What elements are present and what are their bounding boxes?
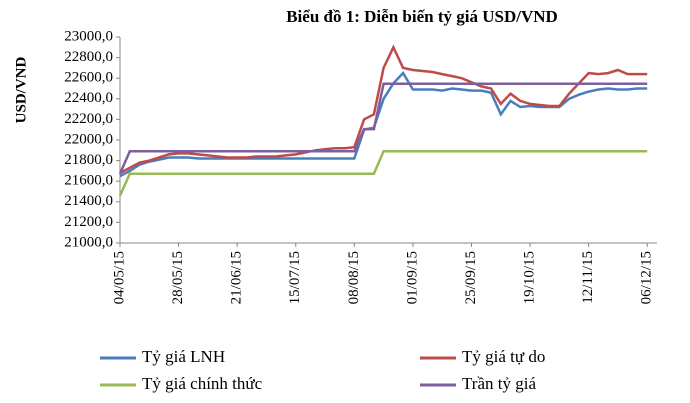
chart-title: Biểu đồ 1: Diễn biến tỷ giá USD/VND — [286, 7, 558, 26]
y-tick-label: 22600,0 — [64, 70, 113, 86]
x-tick-label: 28/05/15 — [170, 251, 186, 304]
series-line — [118, 82, 648, 175]
series-line — [119, 44, 648, 175]
y-tick-label: 22000,0 — [64, 131, 113, 147]
y-tick-label: 22400,0 — [64, 90, 113, 106]
legend-label: Tỷ giá chính thức — [142, 374, 263, 393]
x-tick-label: 12/11/15 — [580, 251, 596, 304]
x-tick-label: 21/06/15 — [229, 251, 245, 304]
x-tick-label: 25/09/15 — [463, 251, 479, 304]
x-tick-label: 06/12/15 — [639, 251, 655, 304]
y-tick-label: 22800,0 — [64, 49, 113, 65]
y-tick-label: 21800,0 — [64, 152, 113, 168]
y-axis-label: USD/VND — [13, 57, 29, 124]
legend-label: Trần tỷ giá — [462, 374, 536, 393]
x-tick-label: 15/07/15 — [287, 251, 303, 304]
y-tick-label: 21200,0 — [64, 214, 113, 230]
x-tick-label: 01/09/15 — [404, 251, 420, 304]
x-tick-label: 08/08/15 — [346, 251, 362, 304]
x-tick-label: 04/05/15 — [111, 251, 127, 304]
y-tick-label: 23000,0 — [64, 28, 113, 44]
y-tick-label: 21400,0 — [64, 193, 113, 209]
legend-label: Tỷ giá LNH — [142, 347, 225, 366]
y-tick-label: 22200,0 — [64, 111, 113, 127]
y-tick-label: 21000,0 — [64, 234, 113, 250]
series-line — [118, 150, 648, 197]
legend-label: Tỷ giá tự do — [462, 347, 545, 366]
y-tick-label: 21600,0 — [64, 173, 113, 189]
x-tick-label: 19/10/15 — [522, 251, 538, 304]
